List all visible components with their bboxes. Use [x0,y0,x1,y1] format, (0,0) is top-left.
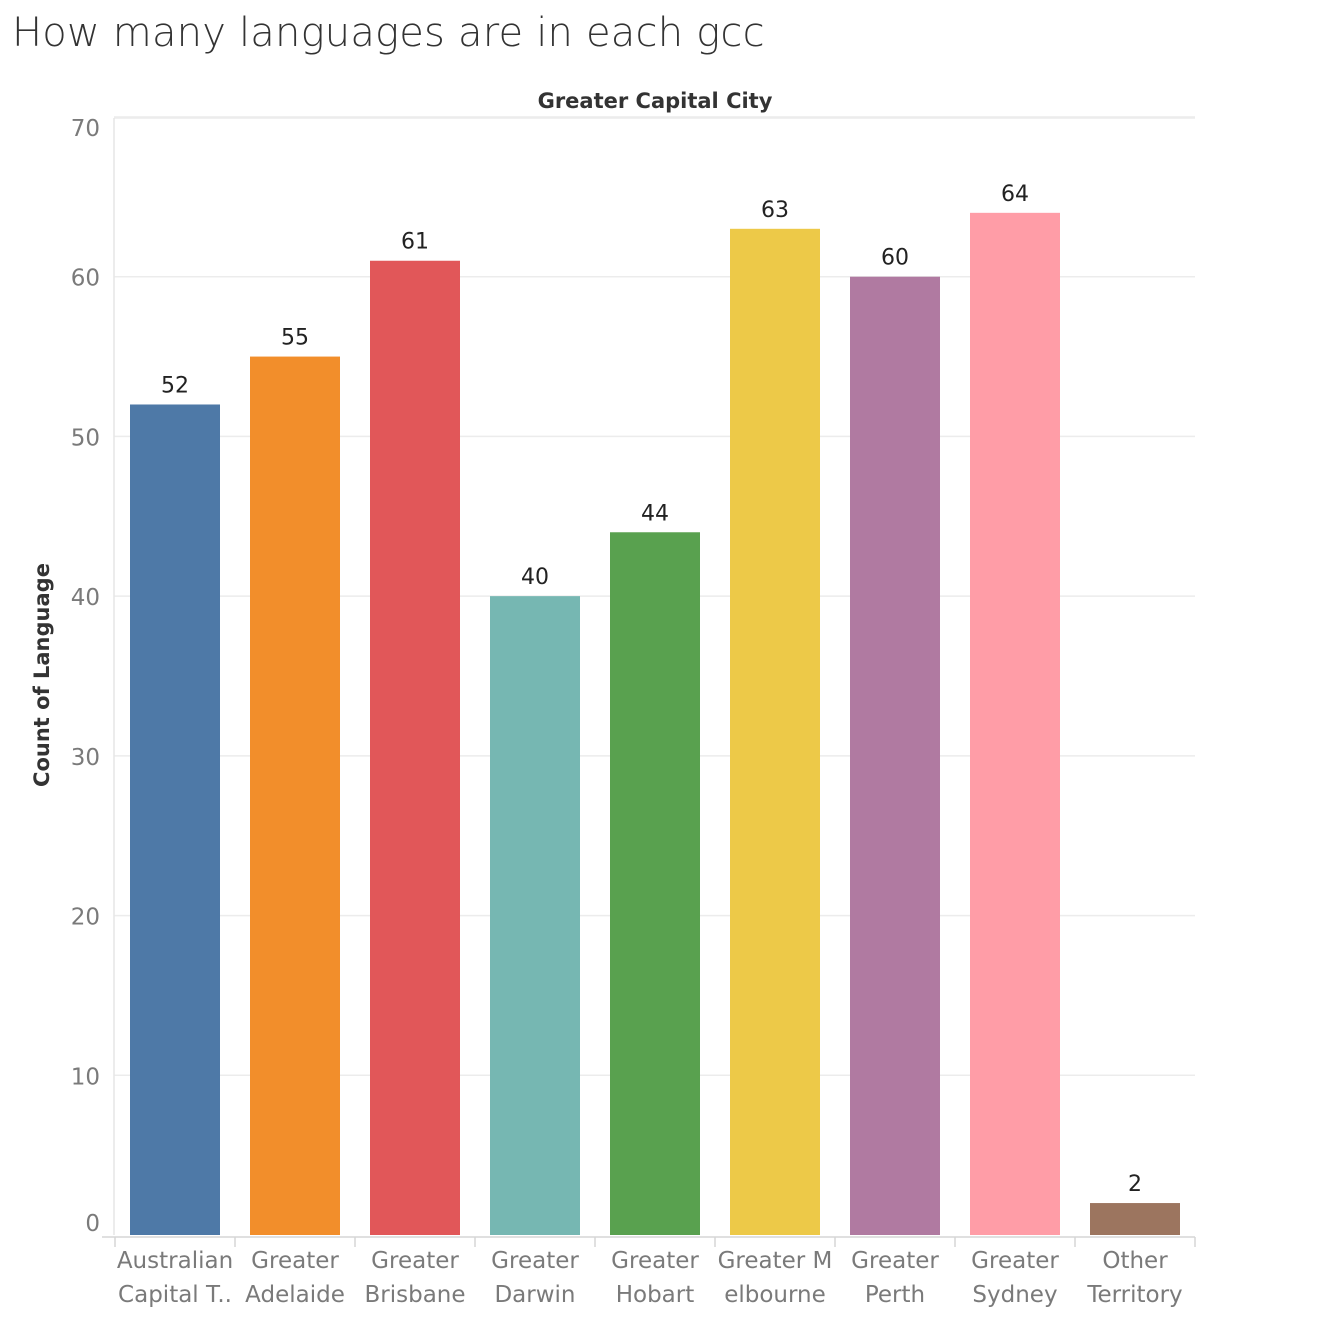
y-axis-title: Count of Language [30,563,54,787]
axes [102,118,1196,1247]
x-category-label: Other [1102,1248,1168,1274]
x-category-label: Greater [371,1248,459,1274]
bar [490,596,580,1235]
x-category-label: Territory [1086,1282,1182,1308]
y-tick-label: 70 [71,116,100,142]
y-axis-ticks: 0 10 20 30 40 50 60 70 [71,116,100,1237]
bar-value-label: 61 [401,230,429,255]
bar [1090,1203,1180,1235]
x-category-label: Greater [491,1248,579,1274]
bar-value-labels: 52 55 61 40 44 63 60 64 2 [161,182,1142,1197]
x-category-label: Greater [851,1248,939,1274]
x-category-label: Brisbane [364,1282,465,1308]
x-category-label: Australian [117,1248,233,1274]
x-category-label: Greater [971,1248,1059,1274]
bar [250,356,340,1236]
y-tick-label: 0 [85,1211,100,1237]
bar [370,260,460,1235]
y-tick-label: 30 [71,745,100,771]
bar [730,228,820,1236]
bar [130,404,220,1235]
bar-value-label: 2 [1128,1172,1142,1197]
y-tick-label: 50 [71,425,100,451]
bar-value-label: 44 [641,501,669,526]
x-category-label: Sydney [972,1282,1057,1308]
bar [970,212,1060,1236]
bar-value-label: 55 [281,326,309,351]
column-header: Greater Capital City [538,89,773,113]
bars [130,212,1180,1236]
x-category-label: Greater [611,1248,699,1274]
x-category-label: Adelaide [245,1282,345,1308]
x-category-label: Darwin [494,1282,575,1308]
x-category-label: Greater M [718,1248,833,1274]
bar-value-label: 60 [881,246,909,271]
y-tick-label: 60 [71,266,100,292]
x-axis-categories: Australian Capital T.. Greater Adelaide Grea… [117,1248,1183,1308]
bar-value-label: 40 [521,565,549,590]
x-category-label: elbourne [724,1282,826,1308]
y-tick-label: 20 [71,905,100,931]
bar-value-label: 63 [761,198,789,223]
y-tick-label: 40 [71,585,100,611]
bar-value-label: 52 [161,373,189,398]
x-category-label: Greater [251,1248,339,1274]
x-category-label: Perth [865,1282,925,1308]
bar [850,276,940,1235]
y-tick-label: 10 [71,1064,100,1090]
bar [610,532,700,1235]
x-category-label: Hobart [616,1282,695,1308]
chart-title: How many languages are in each gcc [12,10,765,56]
x-category-label: Capital T.. [118,1282,232,1308]
bar-value-label: 64 [1001,182,1029,207]
